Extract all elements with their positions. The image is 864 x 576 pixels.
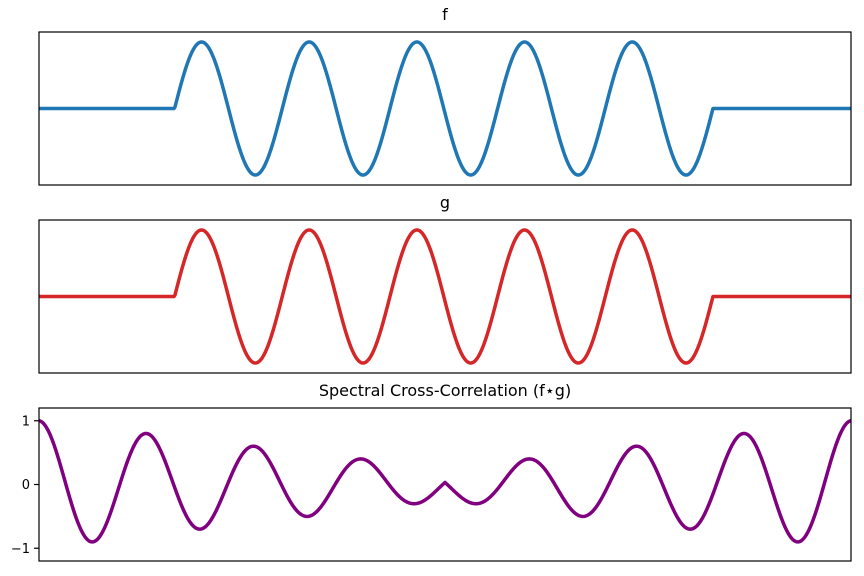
- y-axis-ticks: 1 0 −1: [11, 414, 39, 557]
- chart-title-cross-correlation: Spectral Cross-Correlation (f⋆g): [319, 381, 571, 400]
- axes-frame-cross-correlation: [38, 407, 852, 562]
- y-tick-label: 0: [22, 478, 30, 493]
- chart-panel-cross-correlation: Spectral Cross-Correlation (f⋆g) 1 0 −1: [11, 381, 852, 562]
- series-line-cross-correlation: [38, 419, 852, 544]
- y-tick-label: 1: [22, 414, 30, 429]
- chart-title-g: g: [440, 193, 450, 212]
- chart-panel-g: g: [38, 193, 852, 374]
- chart-panel-f: f: [38, 5, 852, 186]
- chart-title-f: f: [442, 5, 448, 24]
- axes-frame-g: [38, 219, 852, 374]
- series-line-g: [38, 228, 852, 365]
- series-line-f: [38, 40, 852, 177]
- axes-frame-f: [38, 31, 852, 186]
- y-tick-label: −1: [11, 542, 30, 557]
